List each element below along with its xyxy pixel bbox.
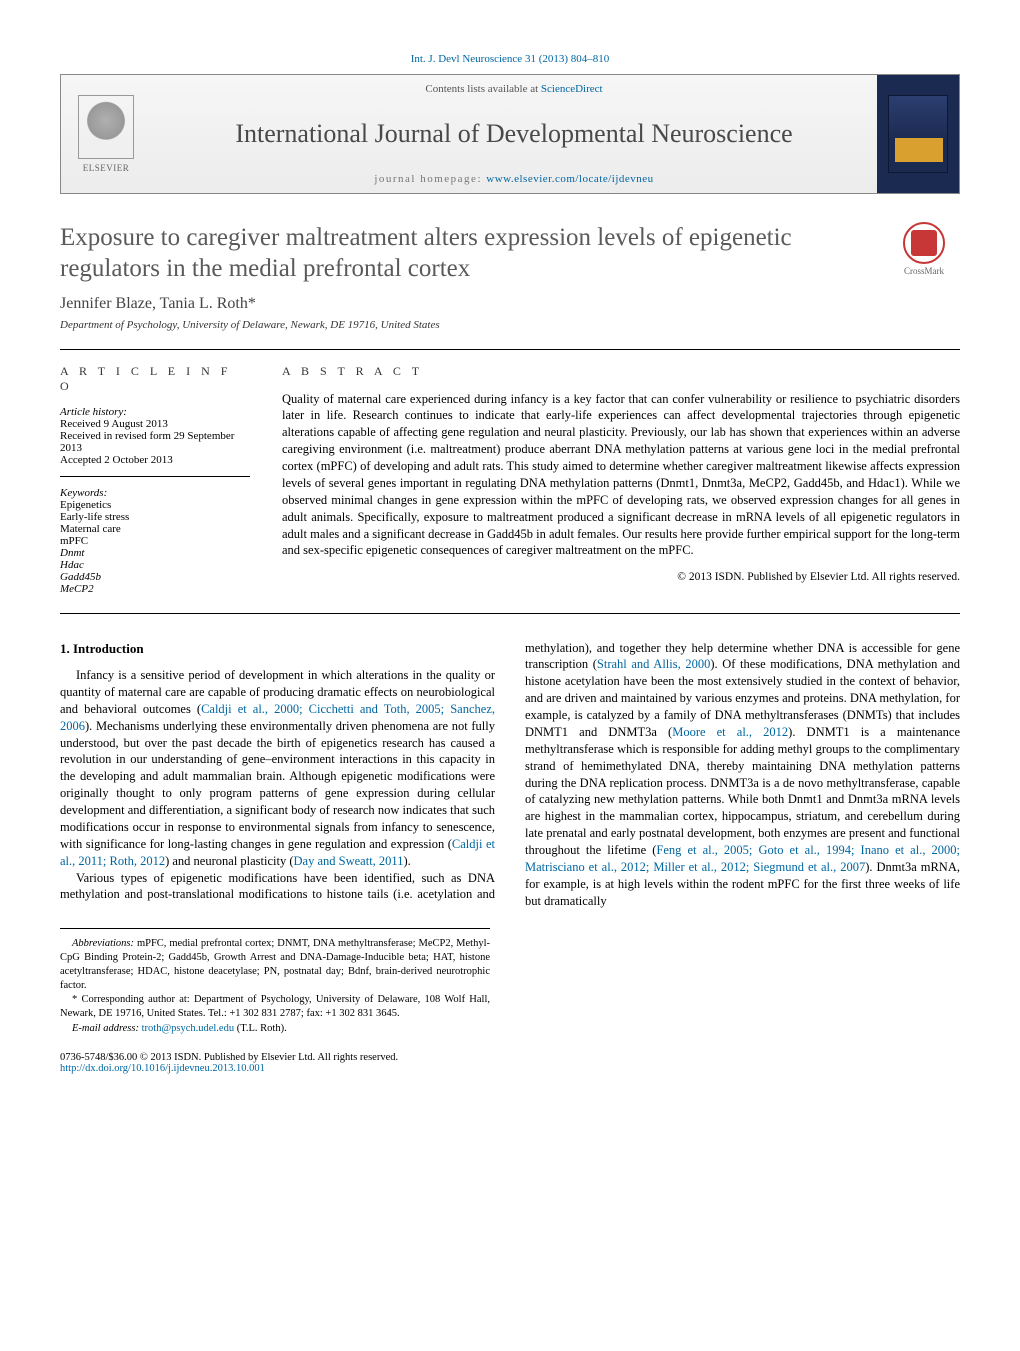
body-paragraph: Infancy is a sensitive period of develop… [60,667,495,870]
email-label: E-mail address: [72,1023,142,1034]
abbrev-label: Abbreviations: [72,938,134,949]
footnotes: Abbreviations: mPFC, medial prefrontal c… [60,928,490,1036]
article-info-heading: a r t i c l e i n f o [60,364,250,394]
publisher-label: ELSEVIER [83,163,130,173]
corr-label: * Corresponding author at: [72,994,194,1005]
authors: Jennifer Blaze, Tania L. Roth* [60,295,960,313]
abstract-heading: a b s t r a c t [282,364,960,379]
info-abstract-row: a r t i c l e i n f o Article history: R… [60,349,960,614]
homepage-link[interactable]: www.elsevier.com/locate/ijdevneu [486,173,653,185]
journal-name: International Journal of Developmental N… [161,119,867,149]
reference-link[interactable]: Moore et al., 2012 [672,725,788,739]
crossmark-inner-icon [911,230,937,256]
journal-banner: ELSEVIER Contents lists available at Sci… [60,74,960,194]
sciencedirect-link[interactable]: ScienceDirect [541,83,603,95]
cover-thumbnail [877,75,959,193]
section-heading: 1. Introduction [60,640,495,658]
body-text-span: ). [403,854,410,868]
keyword-item: Maternal care [60,523,250,535]
reference-link[interactable]: Day and Sweatt, 2011 [294,854,404,868]
history-label: Article history: [60,406,250,418]
abstract-text: Quality of maternal care experienced dur… [282,391,960,560]
history-revised: Received in revised form 29 September 20… [60,430,250,454]
body-text: 1. Introduction Infancy is a sensitive p… [60,640,960,910]
keywords-label: Keywords: [60,487,250,499]
contents-prefix: Contents lists available at [425,83,540,95]
keyword-item: Gadd45b [60,571,250,583]
abstract-column: a b s t r a c t Quality of maternal care… [270,364,960,595]
cover-image-icon [888,95,948,173]
keyword-item: Dnmt [60,547,250,559]
doi-link[interactable]: http://dx.doi.org/10.1016/j.ijdevneu.201… [60,1063,265,1074]
cover-band-icon [895,138,943,162]
body-text-span: ). DNMT1 is a maintenance methyltransfer… [525,725,960,857]
history-received: Received 9 August 2013 [60,418,250,430]
abbreviations-footnote: Abbreviations: mPFC, medial prefrontal c… [60,937,490,994]
banner-center: Contents lists available at ScienceDirec… [151,75,877,193]
body-text-span: ). Mechanisms underlying these environme… [60,719,495,851]
article-info-column: a r t i c l e i n f o Article history: R… [60,364,270,595]
contents-line: Contents lists available at ScienceDirec… [161,83,867,95]
article-title: Exposure to caregiver maltreatment alter… [60,222,888,285]
email-suffix: (T.L. Roth). [234,1023,287,1034]
page-container: Int. J. Devl Neuroscience 31 (2013) 804–… [0,0,1020,1114]
crossmark-badge-icon [903,222,945,264]
citation-link[interactable]: Int. J. Devl Neuroscience 31 (2013) 804–… [411,53,610,65]
keyword-item: mPFC [60,535,250,547]
email-link[interactable]: troth@psych.udel.edu [142,1023,235,1034]
keyword-item: Epigenetics [60,499,250,511]
reference-link[interactable]: Strahl and Allis, 2000 [597,657,710,671]
keyword-item: Hdac [60,559,250,571]
body-text-span: significance for long-lasting changes in… [86,837,452,851]
article-history-block: Article history: Received 9 August 2013 … [60,406,250,477]
crossmark-widget[interactable]: CrossMark [888,222,960,276]
abstract-copyright: © 2013 ISDN. Published by Elsevier Ltd. … [282,571,960,583]
footer-bar: 0736-5748/$36.00 © 2013 ISDN. Published … [60,1052,960,1074]
keywords-block: Keywords: Epigenetics Early-life stress … [60,487,250,595]
title-row: Exposure to caregiver maltreatment alter… [60,222,960,285]
top-citation: Int. J. Devl Neuroscience 31 (2013) 804–… [60,50,960,66]
body-text-span: ) and neuronal plasticity ( [165,854,293,868]
elsevier-tree-icon [78,95,134,159]
keyword-item: Early-life stress [60,511,250,523]
homepage-prefix: journal homepage: [374,173,486,185]
publisher-logo: ELSEVIER [61,75,151,193]
crossmark-label: CrossMark [888,266,960,276]
affiliation: Department of Psychology, University of … [60,319,960,331]
email-footnote: E-mail address: troth@psych.udel.edu (T.… [60,1022,490,1036]
history-accepted: Accepted 2 October 2013 [60,454,250,466]
journal-homepage: journal homepage: www.elsevier.com/locat… [161,173,867,185]
issn-line: 0736-5748/$36.00 © 2013 ISDN. Published … [60,1052,960,1063]
keyword-item: MeCP2 [60,583,250,595]
corresponding-author-footnote: * Corresponding author at: Department of… [60,993,490,1021]
